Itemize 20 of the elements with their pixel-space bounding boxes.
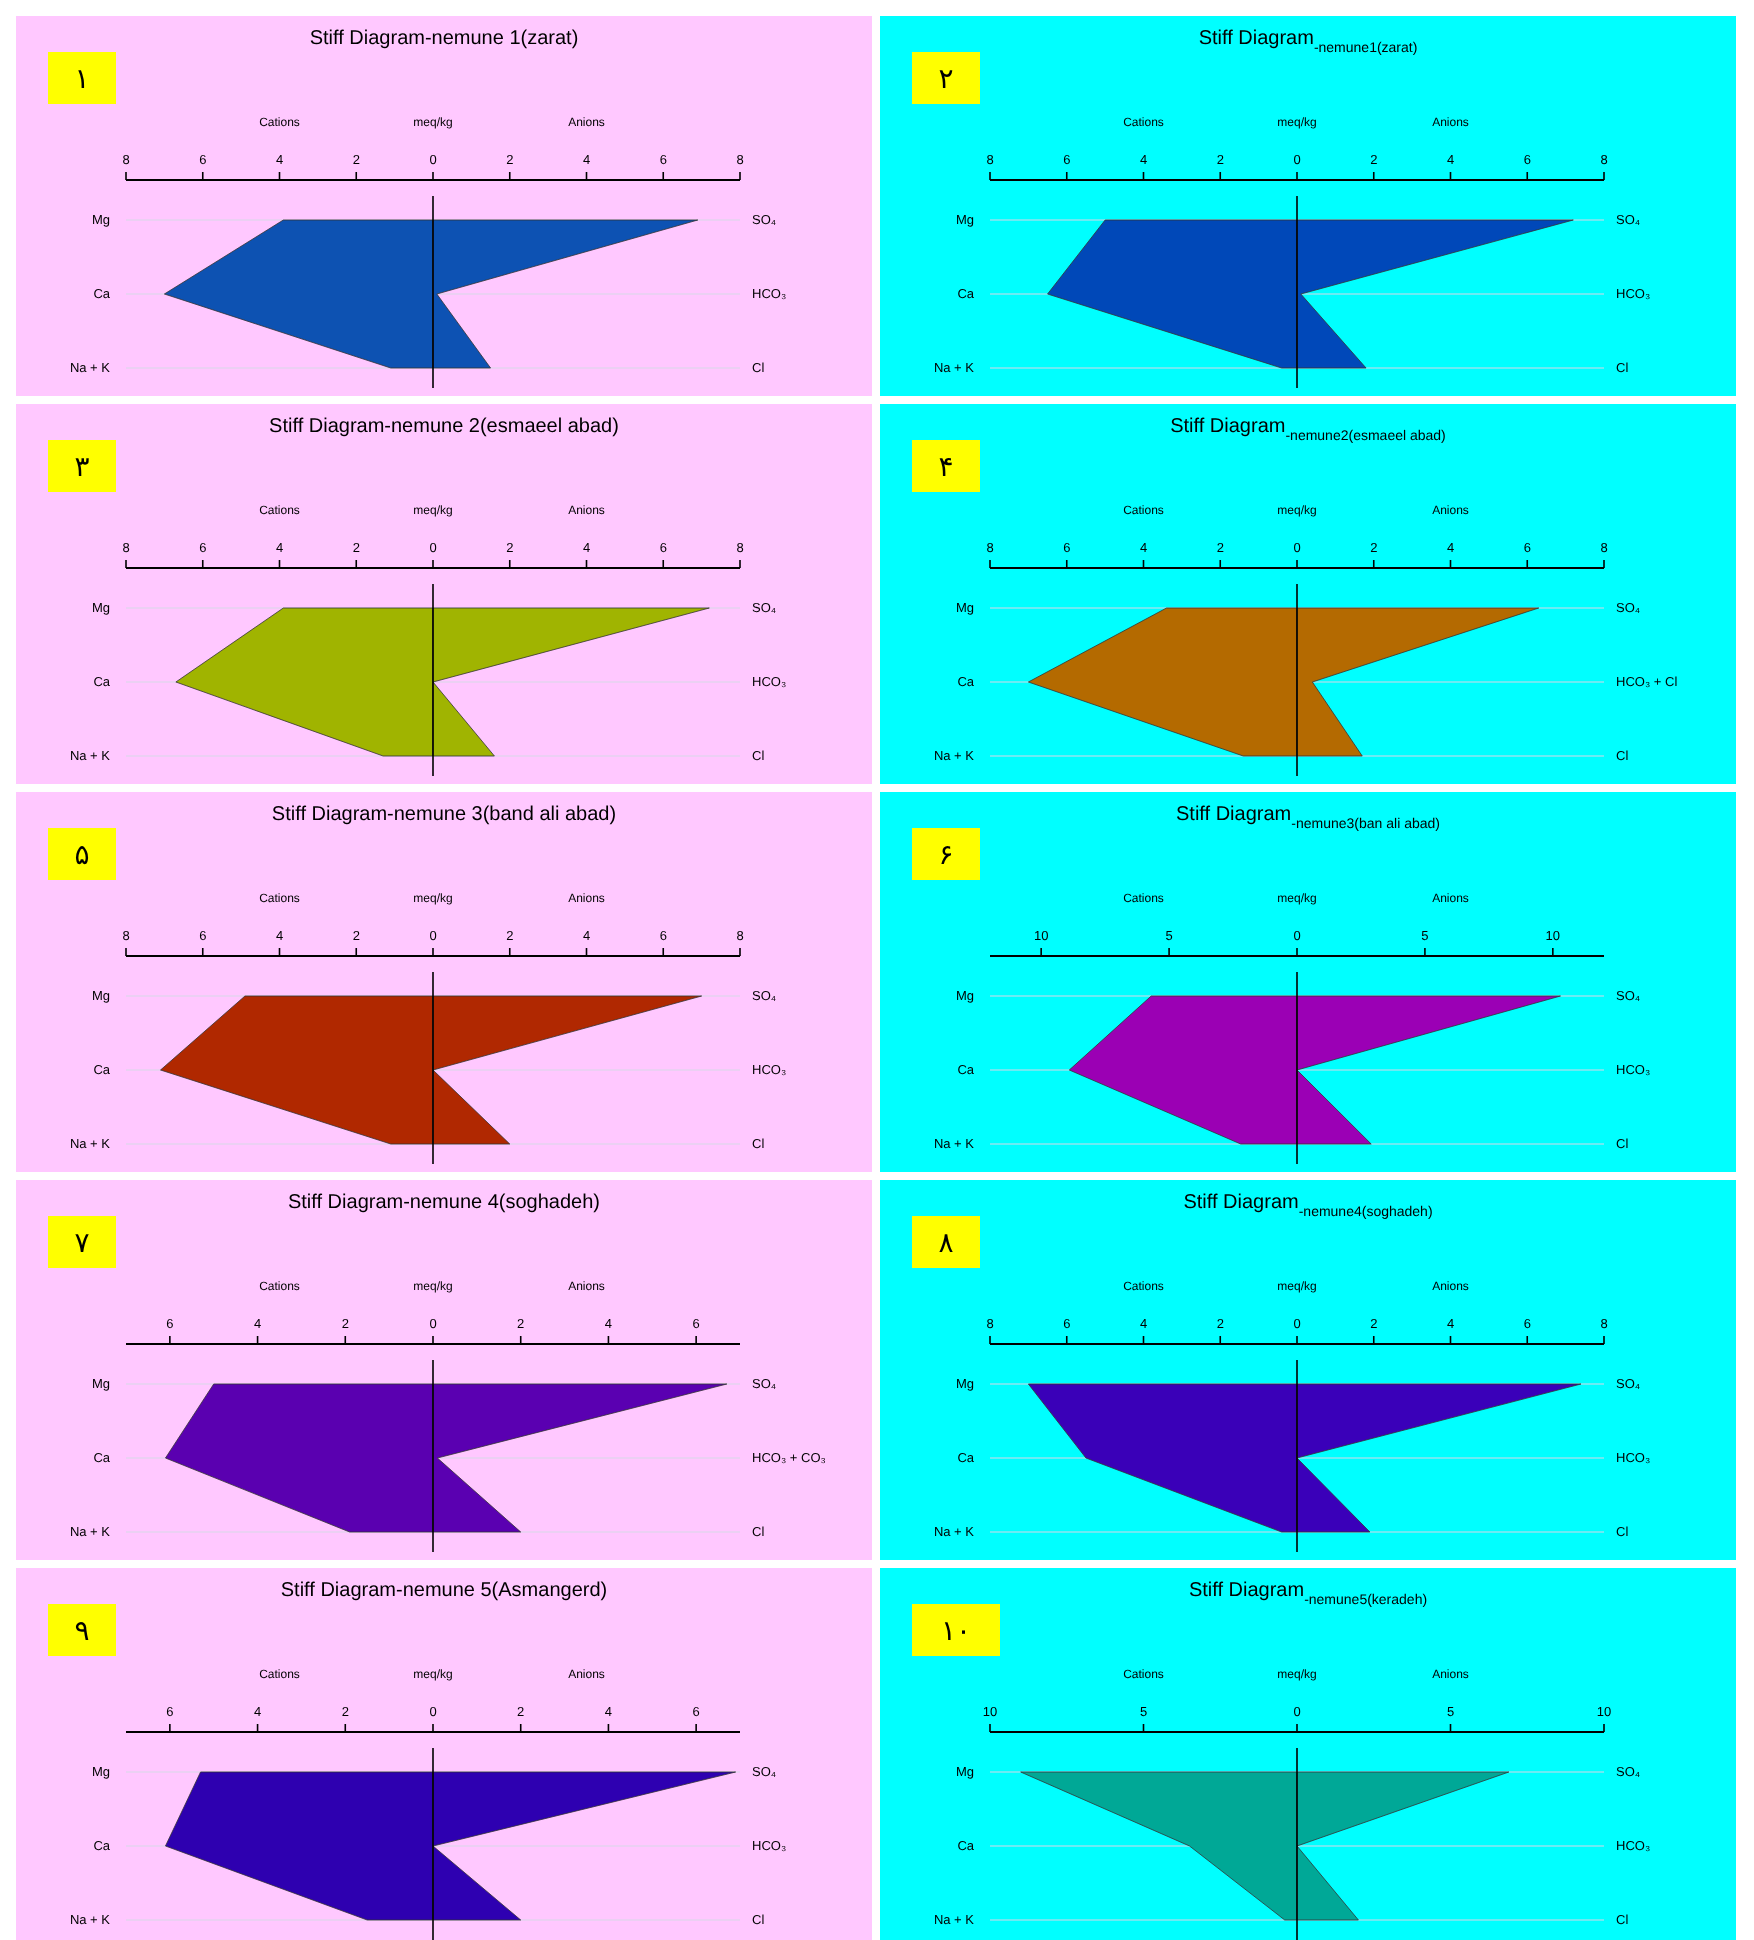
- text: ۲: [938, 64, 954, 96]
- chart-title: Stiff Diagram-nemune 2(esmaeel abad): [269, 416, 619, 438]
- text: ۶: [938, 840, 954, 872]
- chart-title: Stiff Diagram$_{-nemune3(ban ali abad)}$: [1176, 804, 1440, 831]
- text: ۳: [74, 452, 91, 484]
- text: ۷: [74, 1228, 91, 1260]
- text: ۱۰: [940, 1616, 972, 1648]
- chart-title: Stiff Diagram-nemune 1(zarat): [309, 28, 579, 50]
- text: ۸: [938, 1228, 955, 1260]
- chart-title: Stiff Diagram-nemune 3(band ali abad): [271, 804, 617, 826]
- chart-title: Stiff Diagram$_{-nemune2(esmaeel abad)}$: [1170, 416, 1446, 443]
- chart-title: Stiff Diagram$_{-nemune4(soghadeh)}$: [1183, 1192, 1433, 1219]
- chart-title: Stiff Diagram-nemune 5(Asmangerd): [280, 1580, 608, 1602]
- chart-title: Stiff Diagram$_{-nemune5(keradeh)}$: [1188, 1580, 1428, 1607]
- text: ۹: [74, 1616, 90, 1648]
- text: ۵: [74, 840, 90, 872]
- chart-title: Stiff Diagram$_{-nemune1(zarat)}$: [1198, 28, 1418, 55]
- chart-title: Stiff Diagram-nemune 4(soghadeh): [287, 1192, 601, 1214]
- text: ۴: [938, 452, 954, 484]
- text: ۱: [74, 64, 90, 96]
